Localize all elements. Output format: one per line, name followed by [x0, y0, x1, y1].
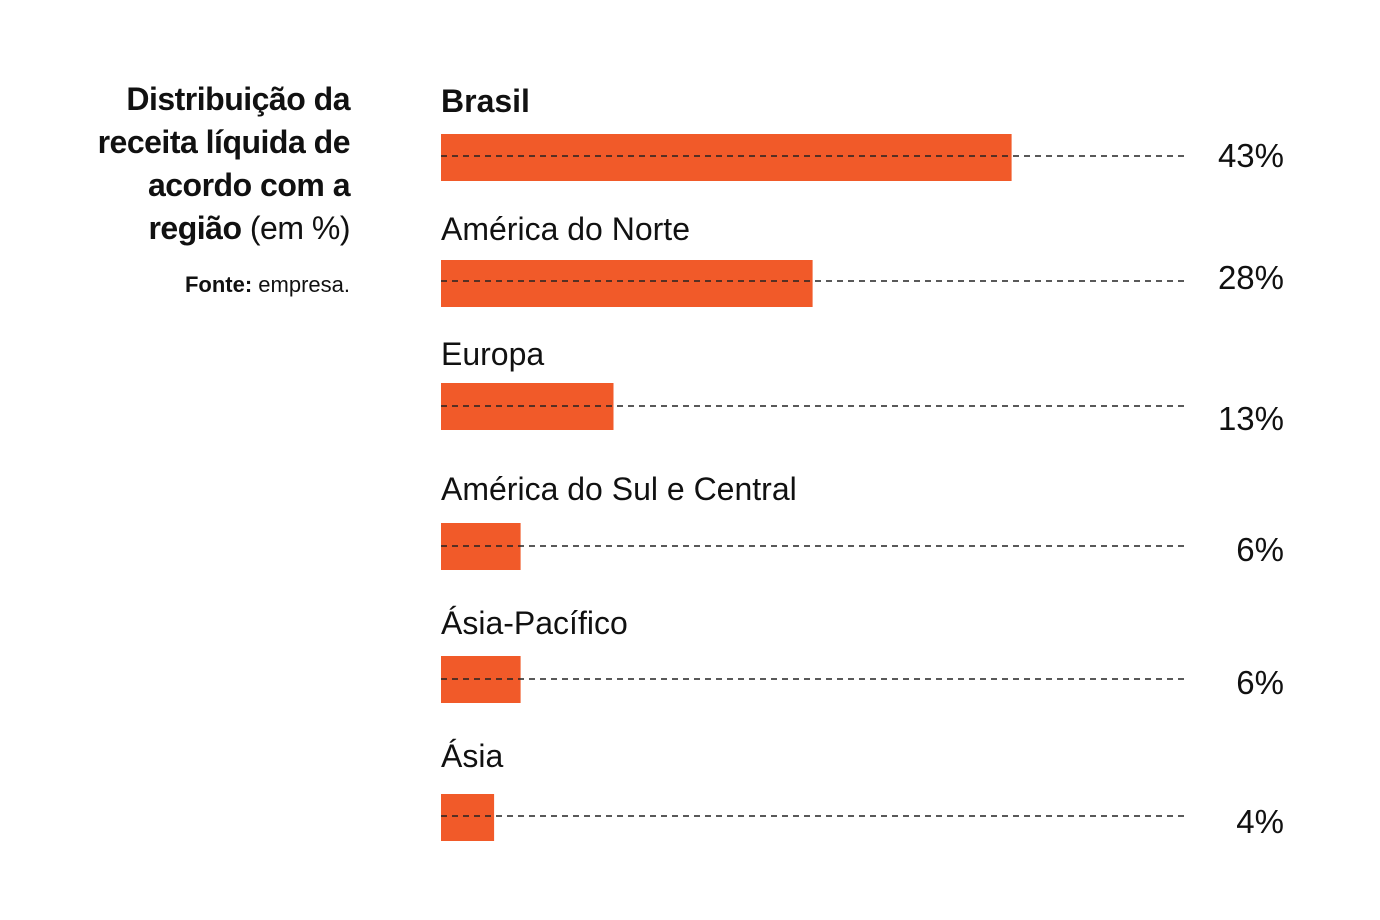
chart-header: Distribuição da receita líquida de acord… [60, 78, 351, 298]
category-label: Ásia-Pacífico [441, 605, 628, 641]
category-label: Europa [441, 336, 544, 372]
source-label: Fonte: [184, 272, 253, 297]
value-label: 43% [1218, 137, 1284, 174]
value-label: 6% [1236, 531, 1284, 568]
category-label: América do Norte [441, 211, 690, 247]
bar [441, 260, 813, 307]
source-text: empresa. [258, 272, 350, 297]
chart-title: Distribuição da receita líquida de acord… [60, 78, 351, 250]
value-label: 28% [1218, 259, 1284, 296]
value-label: 13% [1218, 400, 1284, 437]
chart-title-unit: (em %) [249, 210, 351, 246]
bar [441, 794, 495, 841]
category-label: América do Sul e Central [441, 471, 797, 507]
value-label: 4% [1236, 803, 1284, 840]
chart-title-text: Distribuição da receita líquida de acord… [97, 81, 351, 246]
category-label: Brasil [441, 83, 530, 119]
value-label: 6% [1236, 664, 1284, 701]
chart-source: Fonte: empresa. [60, 272, 350, 298]
category-label: Ásia [441, 738, 503, 774]
bar [441, 134, 1012, 181]
